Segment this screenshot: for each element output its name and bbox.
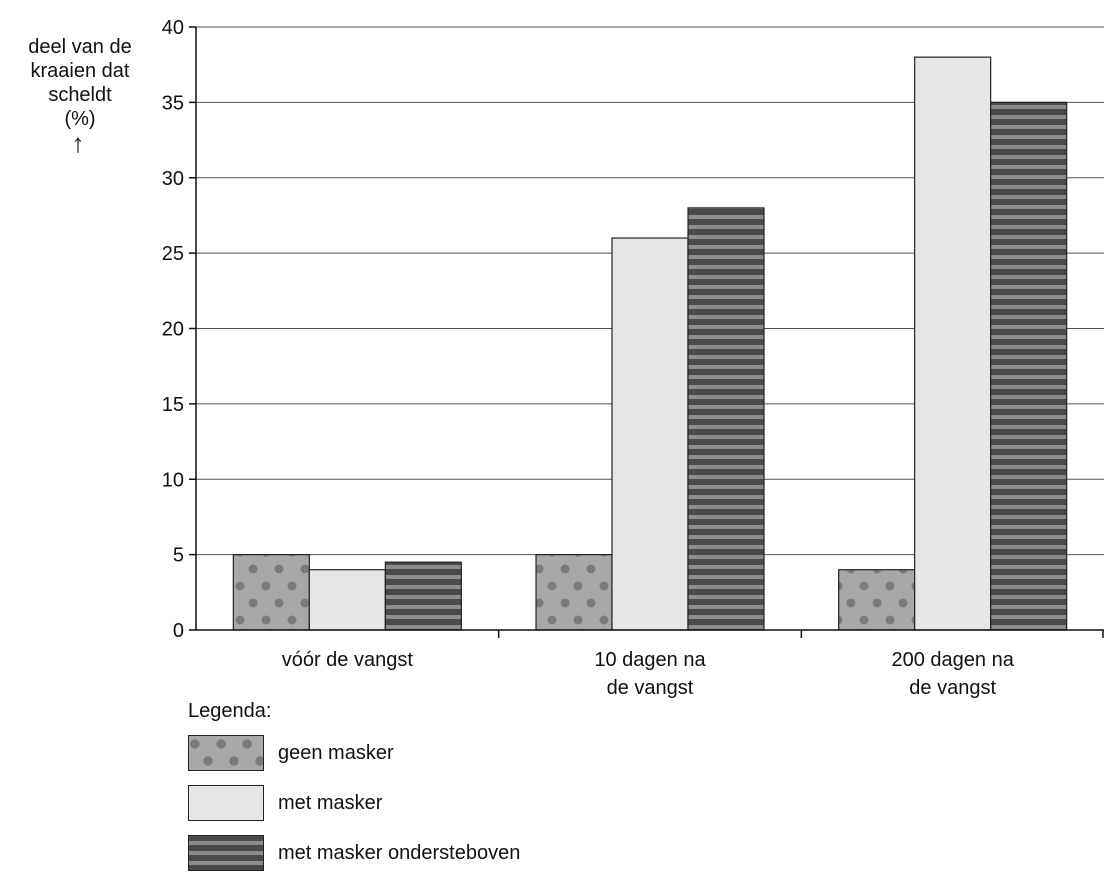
legend-item: met masker ondersteboven — [188, 835, 520, 871]
y-axis-label-line: scheldt — [48, 84, 112, 106]
x-category-label: de vangst — [909, 677, 996, 699]
y-tick-label: 0 — [173, 620, 184, 642]
bar-dots — [838, 569, 916, 631]
legend-item: met masker — [188, 785, 382, 821]
y-tick-label: 40 — [162, 17, 184, 39]
y-tick-label: 15 — [162, 394, 184, 416]
legend-swatch-stripes — [188, 835, 264, 871]
legend-label: met masker ondersteboven — [278, 841, 521, 864]
y-axis-label-line: kraaien dat — [30, 60, 130, 82]
x-category-label: de vangst — [607, 677, 694, 699]
legend-label: geen masker — [278, 741, 394, 764]
legend-label: met masker — [278, 791, 383, 814]
y-axis-label-line: (%) — [64, 108, 96, 130]
x-category-label: vóór de vangst — [282, 649, 414, 671]
y-tick-label: 30 — [162, 168, 184, 190]
legend-item: geen masker — [188, 735, 394, 771]
bar-dots — [232, 554, 310, 631]
x-category-label: 10 dagen na — [594, 649, 706, 671]
bar-plain — [611, 237, 689, 631]
x-category-label: 200 dagen na — [891, 649, 1014, 671]
y-axis-label-line: deel van de — [28, 36, 132, 58]
bar-stripes — [384, 561, 462, 631]
y-tick-label: 25 — [162, 243, 184, 265]
bar-dots — [535, 554, 613, 631]
bar-stripes — [990, 101, 1068, 631]
bar-plain — [914, 56, 992, 631]
y-tick-label: 10 — [162, 469, 184, 491]
y-axis-arrow: ↑ — [71, 128, 85, 158]
y-tick-label: 5 — [173, 545, 184, 567]
bar-stripes — [687, 207, 765, 631]
y-tick-label: 20 — [162, 319, 184, 341]
legend-swatch-dots — [188, 735, 264, 771]
legend-title: Legenda: — [188, 700, 272, 722]
bar-plain — [308, 569, 386, 631]
legend-swatch-plain — [188, 785, 264, 821]
y-tick-label: 35 — [162, 92, 184, 114]
